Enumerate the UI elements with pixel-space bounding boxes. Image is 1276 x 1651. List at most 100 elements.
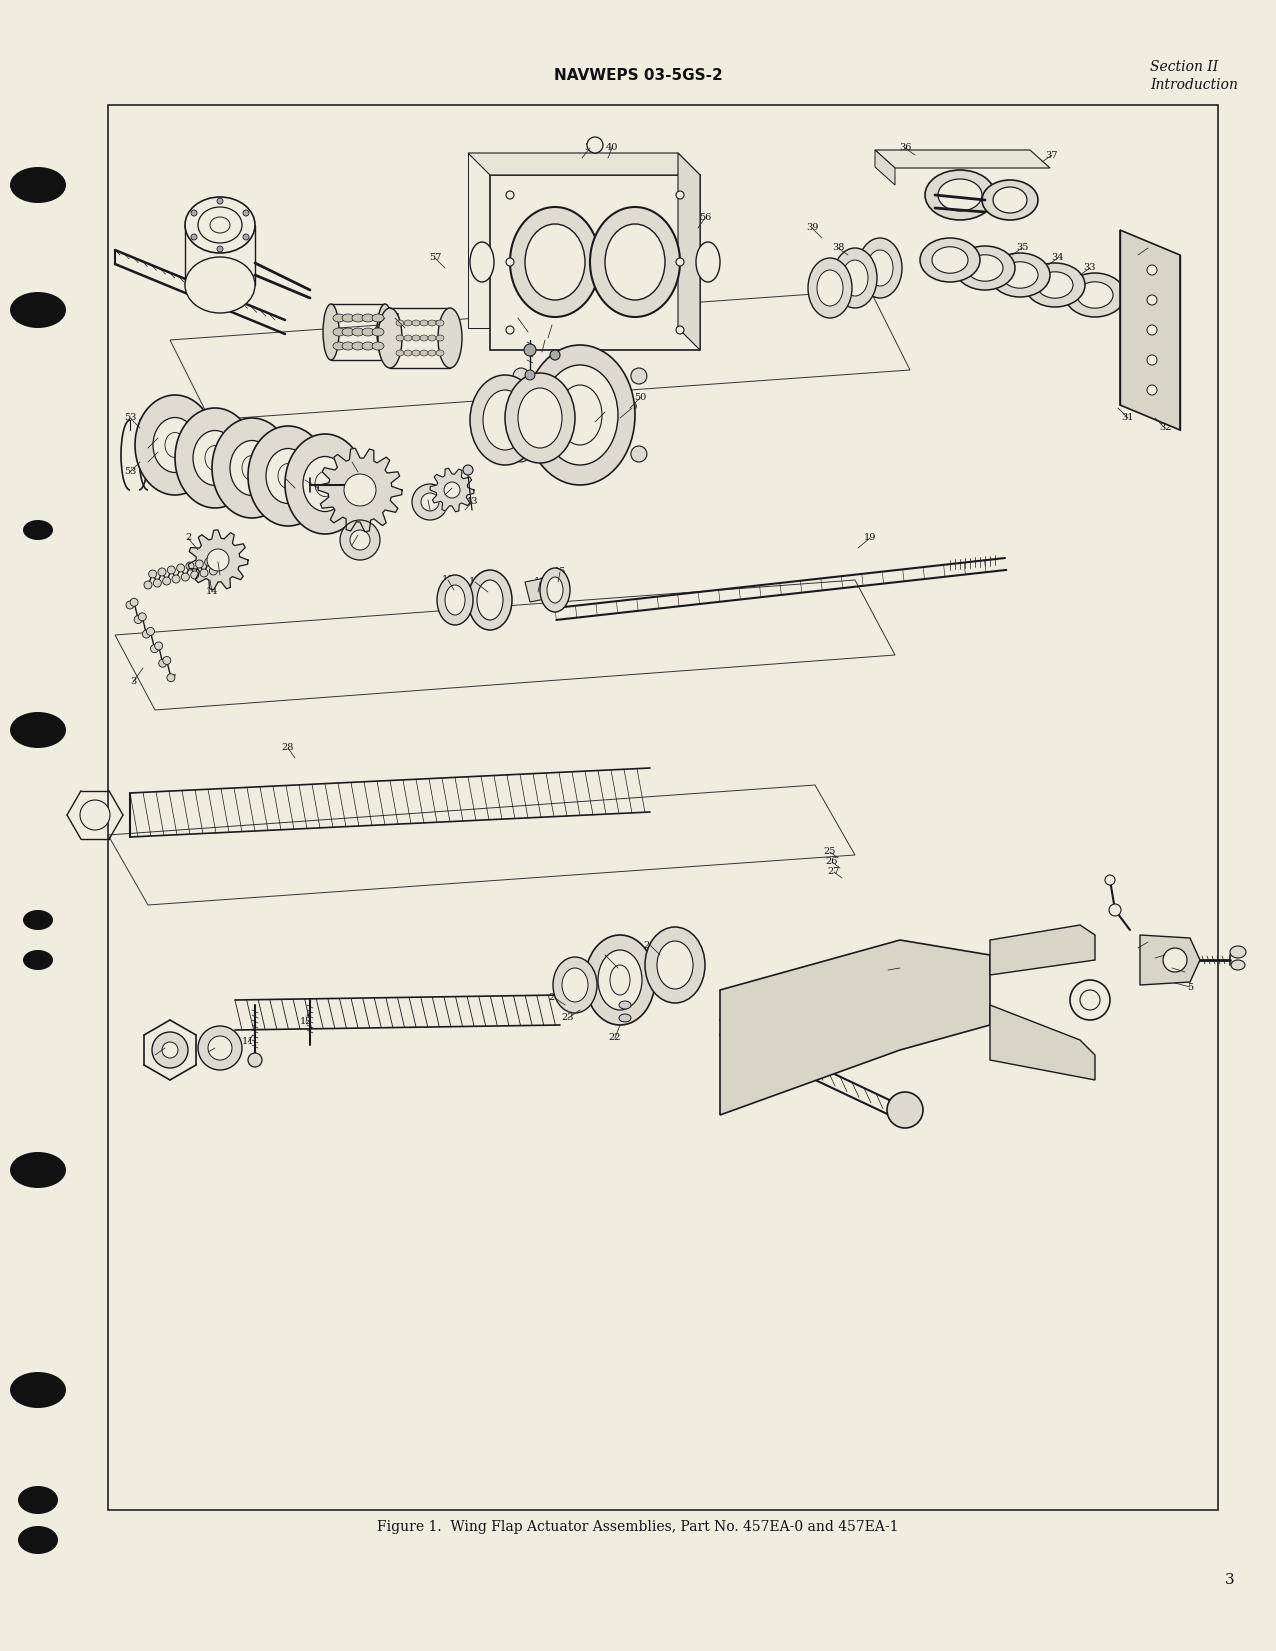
Ellipse shape	[630, 446, 647, 462]
Text: 33: 33	[1083, 264, 1096, 272]
Text: 17: 17	[468, 578, 481, 586]
Ellipse shape	[172, 575, 180, 583]
Text: Section II: Section II	[1150, 59, 1219, 74]
Text: 3: 3	[1225, 1573, 1235, 1587]
Ellipse shape	[130, 598, 138, 606]
Ellipse shape	[513, 446, 530, 462]
Ellipse shape	[1002, 263, 1037, 289]
Ellipse shape	[983, 180, 1037, 220]
Text: NAVWEPS 03-5GS-2: NAVWEPS 03-5GS-2	[554, 68, 722, 83]
Ellipse shape	[190, 571, 199, 580]
Ellipse shape	[352, 342, 364, 350]
Ellipse shape	[842, 259, 868, 296]
Ellipse shape	[144, 581, 152, 589]
Ellipse shape	[507, 325, 514, 334]
Ellipse shape	[376, 304, 393, 360]
Ellipse shape	[278, 464, 299, 489]
Text: 20: 20	[512, 314, 524, 322]
Text: 50: 50	[288, 484, 301, 492]
Ellipse shape	[212, 418, 292, 518]
Ellipse shape	[1147, 355, 1157, 365]
Ellipse shape	[205, 446, 225, 471]
Ellipse shape	[209, 566, 217, 575]
Ellipse shape	[695, 243, 720, 282]
Ellipse shape	[1025, 263, 1085, 307]
Text: 47: 47	[424, 505, 436, 515]
Text: 50: 50	[634, 393, 646, 403]
Polygon shape	[1139, 934, 1199, 986]
Ellipse shape	[1162, 948, 1187, 972]
Ellipse shape	[584, 934, 655, 1025]
Ellipse shape	[80, 801, 110, 830]
Ellipse shape	[352, 329, 364, 337]
Ellipse shape	[954, 246, 1014, 291]
Ellipse shape	[412, 335, 420, 342]
Text: 56: 56	[699, 213, 711, 223]
Text: 4: 4	[1182, 967, 1188, 976]
Text: 25: 25	[824, 847, 836, 857]
Text: 41: 41	[546, 320, 559, 330]
Ellipse shape	[436, 320, 444, 325]
Ellipse shape	[518, 388, 561, 447]
Ellipse shape	[463, 466, 473, 475]
Ellipse shape	[350, 530, 370, 550]
Ellipse shape	[421, 494, 439, 512]
Polygon shape	[115, 580, 894, 710]
Ellipse shape	[436, 575, 473, 626]
Ellipse shape	[420, 335, 427, 342]
Polygon shape	[524, 578, 550, 603]
Ellipse shape	[524, 345, 635, 485]
Ellipse shape	[23, 949, 54, 971]
Ellipse shape	[427, 335, 436, 342]
Text: 7: 7	[1145, 938, 1151, 946]
Ellipse shape	[162, 576, 171, 584]
Ellipse shape	[833, 248, 877, 309]
Text: 24: 24	[549, 994, 561, 1002]
Polygon shape	[108, 784, 855, 905]
Ellipse shape	[152, 1032, 188, 1068]
Ellipse shape	[1109, 905, 1122, 916]
Ellipse shape	[18, 1486, 57, 1514]
Ellipse shape	[1105, 875, 1115, 885]
Text: 42: 42	[538, 335, 551, 345]
Polygon shape	[189, 530, 248, 589]
Ellipse shape	[396, 335, 404, 342]
Ellipse shape	[507, 192, 514, 200]
Text: 26: 26	[826, 857, 838, 867]
Polygon shape	[875, 150, 1050, 168]
Ellipse shape	[1230, 946, 1245, 958]
Ellipse shape	[217, 246, 223, 253]
Text: Figure 1.  Wing Flap Actuator Assemblies, Part No. 457EA-0 and 457EA-1: Figure 1. Wing Flap Actuator Assemblies,…	[378, 1521, 898, 1534]
Ellipse shape	[396, 320, 404, 325]
Ellipse shape	[507, 258, 514, 266]
Ellipse shape	[412, 320, 420, 325]
Text: 55: 55	[142, 444, 154, 452]
Ellipse shape	[925, 170, 995, 220]
Polygon shape	[990, 1005, 1095, 1080]
Ellipse shape	[362, 342, 374, 350]
Ellipse shape	[590, 206, 680, 317]
Ellipse shape	[167, 674, 175, 682]
Ellipse shape	[198, 1025, 242, 1070]
Ellipse shape	[345, 474, 376, 505]
Text: 45: 45	[346, 457, 359, 467]
Polygon shape	[430, 469, 473, 512]
Ellipse shape	[470, 243, 494, 282]
Ellipse shape	[857, 238, 902, 297]
Ellipse shape	[1231, 959, 1245, 971]
Ellipse shape	[438, 309, 462, 368]
Ellipse shape	[185, 196, 255, 253]
Text: 18: 18	[441, 576, 454, 584]
Ellipse shape	[513, 368, 530, 385]
Polygon shape	[720, 939, 990, 1114]
Text: 15: 15	[554, 568, 567, 576]
Ellipse shape	[135, 395, 214, 495]
Text: 37: 37	[1046, 150, 1058, 160]
Ellipse shape	[315, 472, 336, 497]
Ellipse shape	[18, 1526, 57, 1554]
Ellipse shape	[195, 560, 203, 568]
Text: 10: 10	[202, 1047, 214, 1057]
Text: 39: 39	[806, 223, 818, 233]
Text: 34: 34	[1051, 254, 1064, 263]
Text: 19: 19	[864, 533, 877, 543]
